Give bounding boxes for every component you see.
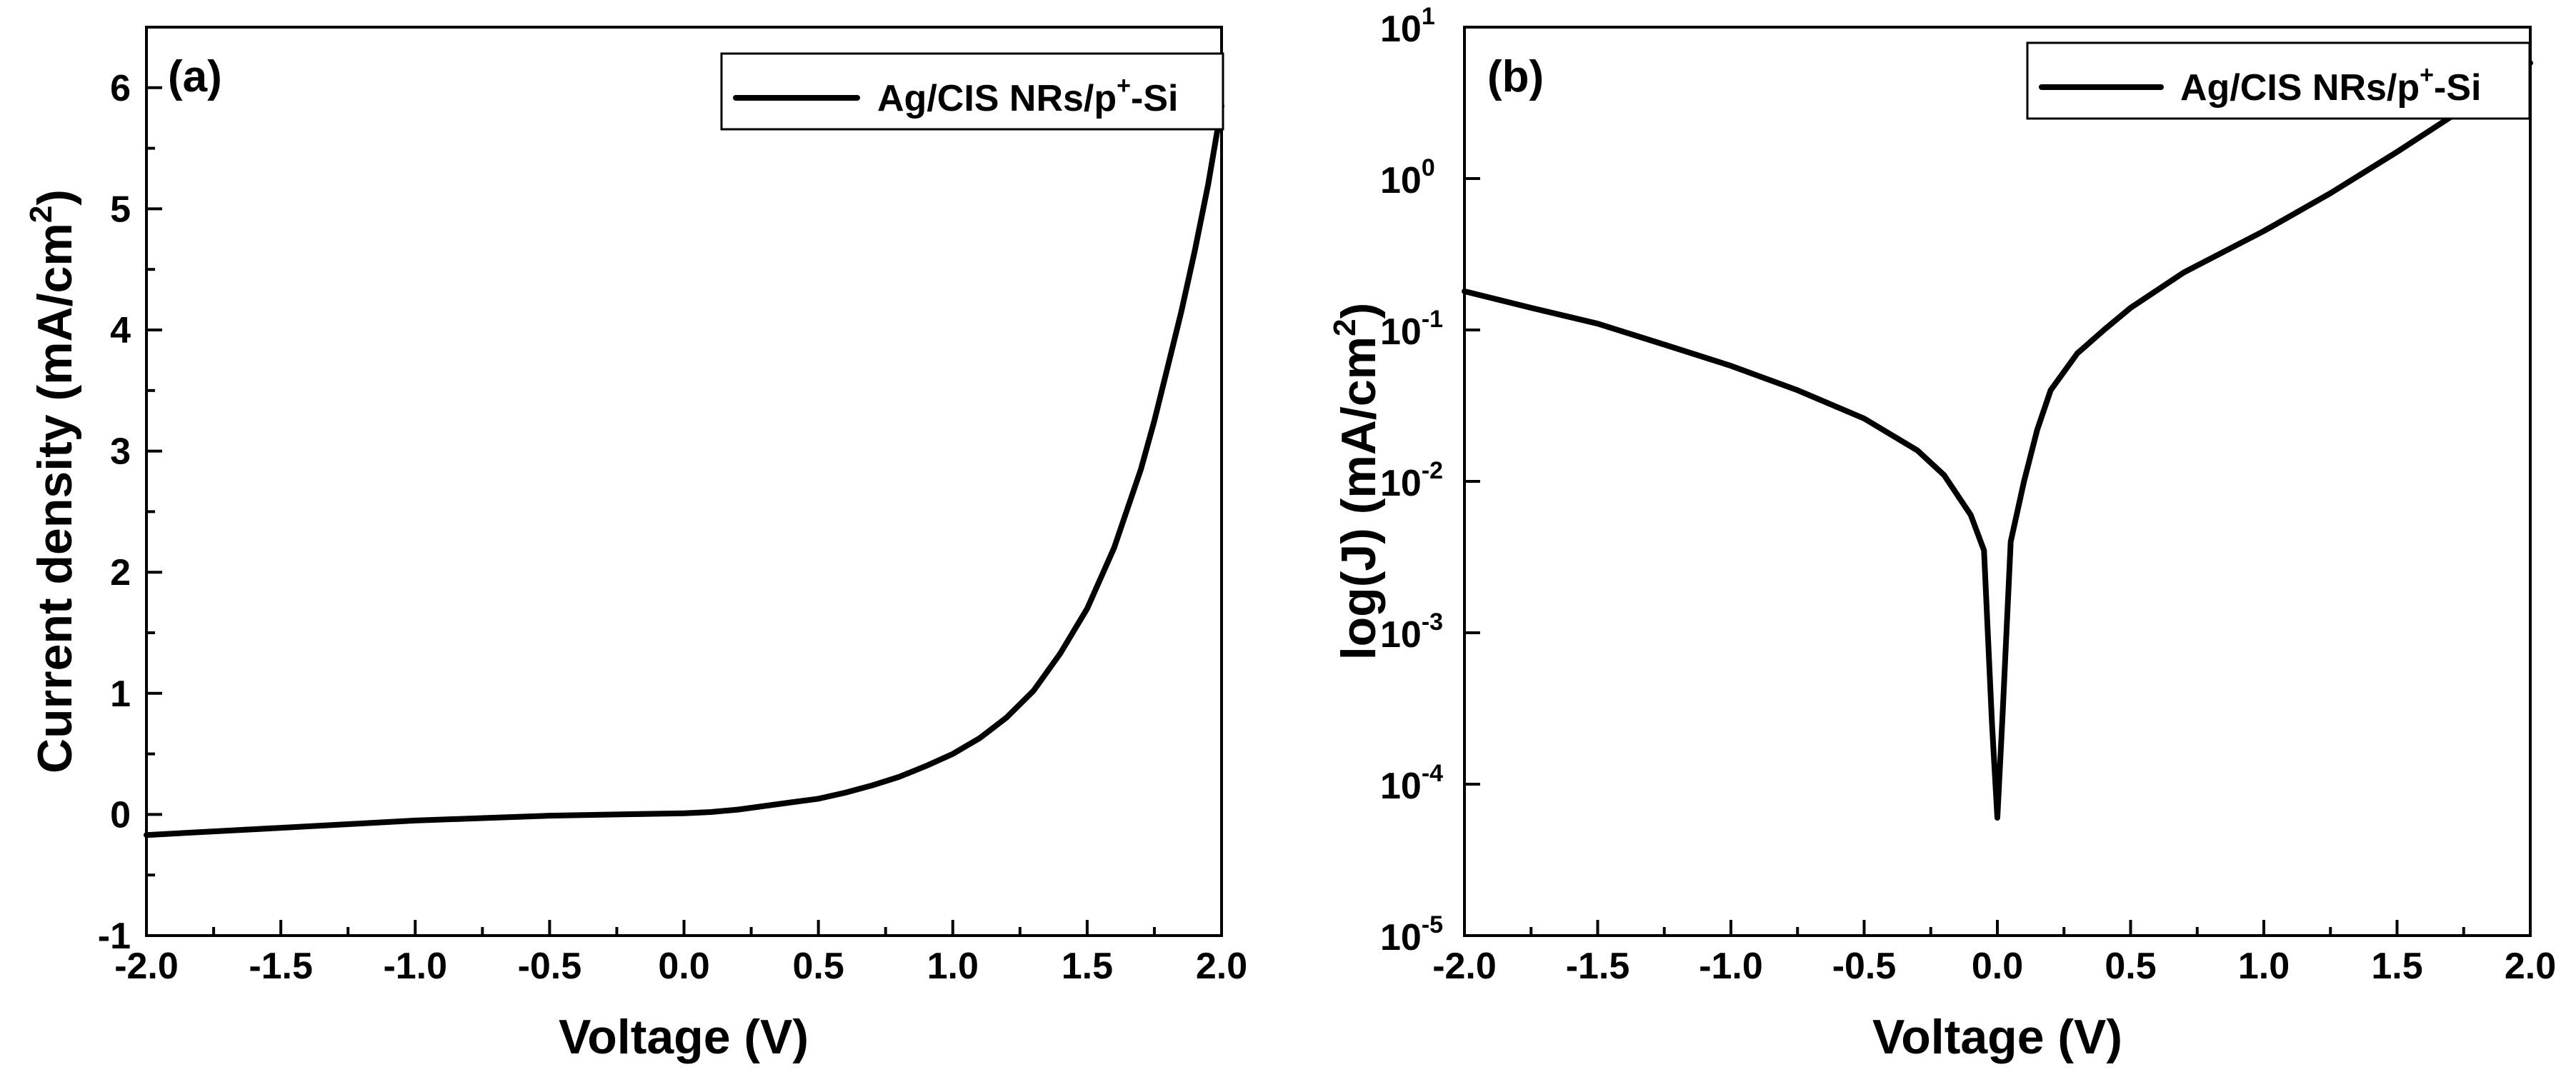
panel-a-x-tick-label: -0.5 [518, 946, 582, 987]
panel-a-x-axis-title: Voltage (V) [559, 1010, 809, 1064]
panel-a-legend-label: Ag/CIS NRs/p+-Si [877, 72, 1178, 119]
panel-a-x-tick-label: -1.5 [249, 946, 313, 987]
panel-a-series-line [144, 103, 1224, 838]
panel-a-series [144, 103, 1224, 838]
panel-a-chart: -2.0 -1.5 -1.0 -0.5 0.0 0.5 1.0 1.5 2.0 -1 0 1 2 3 4 5 6… [24, 26, 1247, 1064]
panel-b-x-tick-label: 0.0 [1972, 946, 2023, 987]
panel-b-x-tick-label: -0.5 [1832, 946, 1897, 987]
panel-a-legend-box [720, 52, 1224, 131]
panel-b-y-tick-label: 10-3 [1380, 608, 1443, 656]
panel-b-y-tick-label: 10-2 [1380, 457, 1443, 504]
panel-b-x-tick-label: -1.0 [1699, 946, 1763, 987]
panel-b-x-tick-label: -1.5 [1566, 946, 1630, 987]
panel-a-y-axis-title: Current density (mA/cm2) [24, 189, 82, 773]
panel-b-legend-label: Ag/CIS NRs/p+-Si [2180, 61, 2481, 109]
panel-a-plot-frame [145, 26, 1223, 937]
panel-b-x-tick-label: 1.5 [2371, 946, 2422, 987]
panel-b-series [1462, 60, 2533, 821]
panel-a-y-tick-label: 2 [110, 552, 131, 593]
panel-a-x-tick-label: 0.0 [658, 946, 709, 987]
panel-b-x-tick-label: 1.0 [2238, 946, 2290, 987]
panel-b-y-tick-label: 10-1 [1380, 306, 1443, 353]
panel-b-label: (b) [1487, 52, 1544, 101]
panel-a-x-tick-label: 1.5 [1062, 946, 1113, 987]
panel-a-label: (a) [168, 52, 222, 101]
panel-a-x-tick-label: 2.0 [1196, 946, 1247, 987]
panel-a-y-tick-label: 0 [110, 794, 131, 836]
panel-a-y-tick-label: 4 [110, 310, 131, 351]
panel-b-y-tick-label: 101 [1380, 3, 1435, 50]
panel-a-y-tick-label: 6 [110, 68, 131, 109]
panel-b-legend-box [2026, 41, 2531, 120]
panel-b-series-line [1462, 60, 2533, 821]
panel-b-ticks: -2.0 -1.5 -1.0 -0.5 0.0 0.5 1.0 1.5 2.0 10-5 10-4 1… [1380, 3, 2556, 987]
panel-a-y-tick-label: 3 [110, 431, 131, 473]
panel-b-x-tick-label: 2.0 [2505, 946, 2556, 987]
panel-b-y-tick-label: 10-4 [1380, 760, 1443, 807]
panel-b-y-axis-title: log(J) (mA/cm2) [1327, 303, 1386, 661]
panel-a-y-tick-label: 1 [110, 673, 131, 715]
panel-b-y-tick-label: 10-5 [1380, 911, 1443, 958]
panel-b-x-tick-label: 0.5 [2105, 946, 2156, 987]
panel-a-y-tick-label: -1 [98, 916, 131, 957]
panel-a-legend: Ag/CIS NRs/p+-Si [720, 52, 1224, 131]
panel-b-x-tick-label: -2.0 [1432, 946, 1497, 987]
panel-b-y-tick-label: 100 [1380, 154, 1435, 201]
panel-a-x-tick-label: -1.0 [383, 946, 447, 987]
panel-a-x-tick-label: -2.0 [114, 946, 179, 987]
panel-a-x-tick-label: 1.0 [927, 946, 979, 987]
panel-b-chart: -2.0 -1.5 -1.0 -0.5 0.0 0.5 1.0 1.5 2.0 10-5 10-4 1… [1327, 3, 2556, 1064]
panel-b-legend: Ag/CIS NRs/p+-Si [2026, 41, 2531, 120]
panel-b-x-axis-title: Voltage (V) [1872, 1010, 2122, 1064]
panel-a-y-tick-label: 5 [110, 189, 131, 230]
panel-a-x-tick-label: 0.5 [792, 946, 844, 987]
panel-a-ticks: -2.0 -1.5 -1.0 -0.5 0.0 0.5 1.0 1.5 2.0 -1 0 1 2 3 4 5 6 [98, 68, 1247, 987]
